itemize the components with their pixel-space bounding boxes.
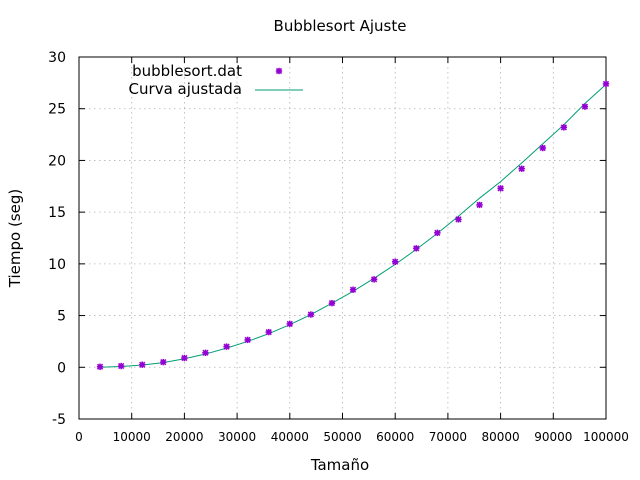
data-point xyxy=(476,201,483,209)
data-point xyxy=(181,354,188,362)
data-point xyxy=(244,336,251,344)
data-point xyxy=(117,362,125,370)
data-point xyxy=(160,358,167,366)
data-point xyxy=(497,185,504,192)
y-tick-label: 30 xyxy=(48,50,66,66)
y-tick-label: -5 xyxy=(52,412,66,428)
data-point xyxy=(434,229,441,237)
y-axis-label: Tiempo (seg) xyxy=(6,189,24,288)
x-tick-label: 0 xyxy=(75,430,83,444)
data-point xyxy=(539,144,546,152)
data-point xyxy=(455,216,462,223)
x-tick-label: 10000 xyxy=(113,430,151,444)
y-tick-label: 5 xyxy=(57,309,66,325)
y-tick-label: 15 xyxy=(48,205,66,221)
x-tick-label: 70000 xyxy=(429,430,467,444)
data-point xyxy=(349,286,357,293)
data-point xyxy=(328,299,336,307)
axis-ticks: 0 10000 20000 30000 40000 50000 60000 70000 8000… xyxy=(48,50,629,444)
legend: bubblesort.dat Curva ajustada xyxy=(129,62,303,98)
fitted-curve-line xyxy=(100,84,607,368)
data-point xyxy=(602,80,610,88)
x-tick-label: 90000 xyxy=(534,430,572,444)
x-tick-label: 30000 xyxy=(218,430,256,444)
data-point xyxy=(139,361,146,368)
legend-point-marker xyxy=(275,67,283,75)
x-tick-label: 80000 xyxy=(482,430,520,444)
y-tick-label: 20 xyxy=(48,153,66,169)
data-point xyxy=(307,311,315,318)
data-point xyxy=(223,343,230,350)
data-point xyxy=(370,276,378,283)
data-point xyxy=(518,165,525,172)
y-tick-label: 0 xyxy=(57,360,66,376)
legend-label-curva: Curva ajustada xyxy=(129,80,242,98)
x-tick-label: 60000 xyxy=(376,430,414,444)
chart-title: Bubblesort Ajuste xyxy=(274,17,407,35)
data-point xyxy=(265,328,272,336)
data-point xyxy=(560,124,568,131)
y-tick-label: 10 xyxy=(48,257,66,273)
data-point xyxy=(581,103,589,110)
data-point xyxy=(96,363,104,370)
x-tick-label: 40000 xyxy=(271,430,309,444)
x-tick-label: 50000 xyxy=(323,430,361,444)
x-axis-label: Tamaño xyxy=(310,456,369,474)
data-point xyxy=(286,320,293,328)
legend-label-bubblesort: bubblesort.dat xyxy=(132,62,242,80)
data-point xyxy=(202,349,209,357)
legend-marker-bubblesort xyxy=(275,67,283,75)
data-point xyxy=(392,258,399,265)
series xyxy=(96,80,610,370)
x-tick-label: 100000 xyxy=(583,430,629,444)
x-tick-label: 20000 xyxy=(165,430,203,444)
grid xyxy=(79,57,606,419)
y-tick-label: 25 xyxy=(48,102,66,118)
data-point xyxy=(413,245,420,252)
